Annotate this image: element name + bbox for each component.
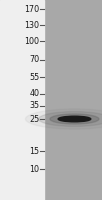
Text: 25: 25 (29, 114, 39, 123)
Ellipse shape (26, 109, 102, 129)
Text: 15: 15 (29, 146, 39, 156)
Ellipse shape (50, 114, 99, 124)
Bar (0, 0, 44, 200)
Text: 55: 55 (29, 72, 39, 82)
Text: 130: 130 (24, 21, 39, 29)
Text: 40: 40 (29, 90, 39, 98)
Ellipse shape (39, 112, 102, 126)
Ellipse shape (58, 116, 91, 122)
Text: 70: 70 (29, 55, 39, 64)
Text: 10: 10 (29, 164, 39, 173)
Text: 170: 170 (24, 4, 39, 14)
Text: 100: 100 (24, 36, 39, 46)
Text: 35: 35 (29, 102, 39, 110)
